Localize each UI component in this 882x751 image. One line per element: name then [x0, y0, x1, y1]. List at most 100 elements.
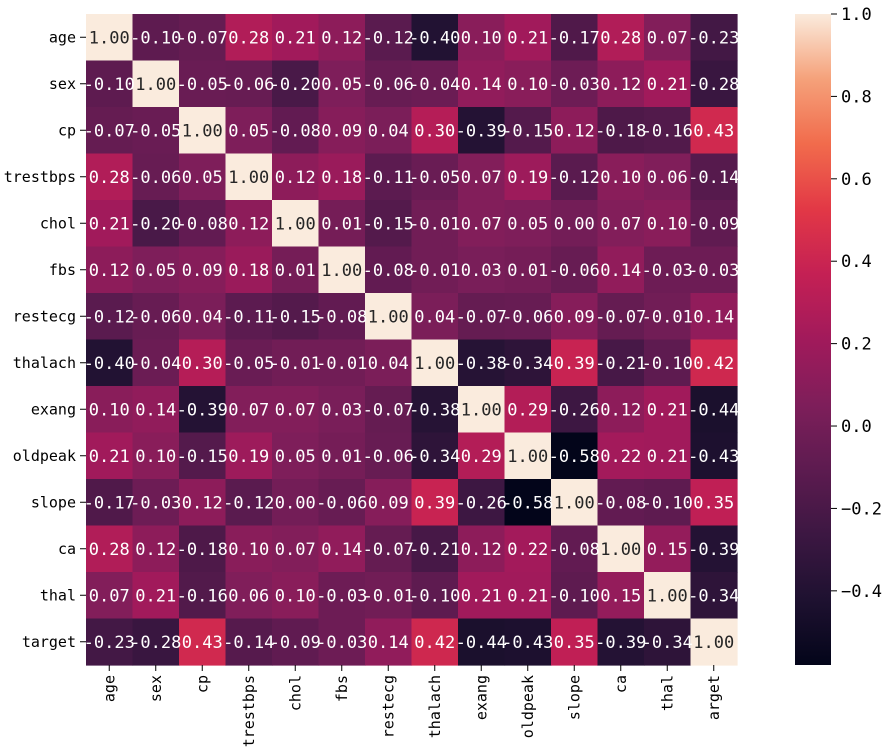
- heatmap-cell: [504, 386, 552, 434]
- cell-value-label: -0.39: [688, 540, 739, 560]
- heatmap-cell: [86, 60, 134, 108]
- heatmap-cell: [179, 386, 227, 434]
- cell-value-label: -0.08: [363, 261, 414, 281]
- heatmap-cell: [690, 153, 738, 201]
- cell-value-label: -0.06: [363, 447, 414, 467]
- heatmap-cell: [597, 293, 645, 341]
- heatmap-cell: [86, 14, 134, 62]
- cell-value-label: -0.17: [549, 28, 600, 48]
- cell-value-label: 0.12: [135, 540, 176, 560]
- cell-value-label: 0.06: [647, 168, 688, 188]
- heatmap-cell: [365, 153, 413, 201]
- heatmap-cell: [225, 572, 273, 620]
- heatmap-cell: [504, 200, 552, 248]
- heatmap-cell: [411, 153, 459, 201]
- y-tick-label: trestbps: [4, 168, 76, 186]
- heatmap-cell: [411, 618, 459, 666]
- cell-value-label: -0.15: [270, 307, 321, 327]
- heatmap-cell: [597, 153, 645, 201]
- cell-value-label: 0.12: [182, 493, 223, 513]
- heatmap-cell: [225, 386, 273, 434]
- cell-value-label: 0.18: [321, 168, 362, 188]
- heatmap-cell: [551, 60, 599, 108]
- cell-value-label: 0.05: [321, 75, 362, 95]
- cell-value-label: 0.35: [693, 493, 734, 513]
- cell-value-label: 0.42: [414, 633, 455, 653]
- heatmap-cell: [458, 618, 506, 666]
- heatmap-cell: [690, 386, 738, 434]
- heatmap-cell: [132, 60, 180, 108]
- heatmap-cell: [179, 339, 227, 387]
- y-tick-label: restecg: [13, 307, 76, 325]
- cell-value-label: 0.04: [414, 307, 455, 327]
- cell-value-label: 0.21: [507, 28, 548, 48]
- heatmap-cell: [365, 107, 413, 155]
- heatmap-cell: [690, 200, 738, 248]
- heatmap-cell: [318, 60, 366, 108]
- cell-value-label: -0.08: [595, 493, 646, 513]
- heatmap-cell: [318, 200, 366, 248]
- cell-value-label: -0.39: [456, 121, 507, 141]
- heatmap-cell: [272, 107, 320, 155]
- cell-value-label: -0.43: [502, 633, 553, 653]
- heatmap-cell: [551, 618, 599, 666]
- heatmap-cell: [272, 60, 320, 108]
- cell-value-label: 0.12: [321, 28, 362, 48]
- heatmap-cell: [597, 525, 645, 573]
- heatmap-cell: [86, 618, 134, 666]
- cell-value-label: 0.28: [89, 168, 130, 188]
- cell-value-label: -0.11: [223, 307, 274, 327]
- heatmap-cell: [272, 572, 320, 620]
- cell-value-label: -0.14: [688, 168, 739, 188]
- x-tick-label: exang: [472, 675, 490, 720]
- cell-value-label: 0.14: [461, 75, 502, 95]
- heatmap-cell: [86, 200, 134, 248]
- cell-value-label: -0.03: [316, 633, 367, 653]
- cell-value-label: -0.34: [642, 633, 693, 653]
- cell-value-label: 1.00: [89, 28, 130, 48]
- heatmap-cell: [132, 153, 180, 201]
- cell-value-label: 0.15: [600, 586, 641, 606]
- heatmap-cell: [272, 432, 320, 480]
- cell-value-label: -0.21: [595, 354, 646, 374]
- cell-value-label: 1.00: [507, 447, 548, 467]
- heatmap-cell: [551, 153, 599, 201]
- cell-value-label: 0.21: [647, 75, 688, 95]
- cell-value-label: 0.21: [135, 586, 176, 606]
- heatmap-cell: [458, 339, 506, 387]
- heatmap-cell: [411, 386, 459, 434]
- cell-value-label: 0.14: [135, 400, 176, 420]
- heatmap-cell: [365, 432, 413, 480]
- heatmap-cell-labels: 1.00 -0.10-0.07 0.28 0.21 0.12 -0.12-0.40 0.10…: [84, 28, 740, 653]
- cell-value-label: 0.14: [321, 540, 362, 560]
- heatmap-cell: [179, 525, 227, 573]
- cell-value-label: 0.12: [600, 75, 641, 95]
- heatmap-cell: [690, 572, 738, 620]
- cell-value-label: -0.06: [502, 307, 553, 327]
- heatmap-cell: [86, 386, 134, 434]
- y-axis: age sex cp trestbps chol fbs restecg thalach exa…: [4, 28, 86, 651]
- heatmap-cell: [644, 525, 692, 573]
- heatmap-cell: [365, 572, 413, 620]
- cell-value-label: 0.10: [600, 168, 641, 188]
- x-tick-label: oldpeak: [519, 675, 537, 738]
- heatmap-cell: [179, 246, 227, 294]
- cell-value-label: -0.01: [409, 214, 460, 234]
- cell-value-label: 0.01: [507, 261, 548, 281]
- heatmap-cell: [458, 572, 506, 620]
- heatmap-cell: [132, 293, 180, 341]
- cell-value-label: 1.00: [461, 400, 502, 420]
- cell-value-label: -0.34: [409, 447, 460, 467]
- cell-value-label: 1.00: [275, 214, 316, 234]
- y-tick-label: sex: [49, 75, 76, 93]
- heatmap-cell: [225, 60, 273, 108]
- heatmap-cell: [551, 572, 599, 620]
- cell-value-label: -0.06: [130, 307, 181, 327]
- cell-value-label: -0.34: [502, 354, 553, 374]
- cell-value-label: -0.05: [223, 354, 274, 374]
- heatmap-cell: [690, 107, 738, 155]
- heatmap-cell: [225, 618, 273, 666]
- heatmap-cell: [690, 479, 738, 527]
- cell-value-label: 0.12: [228, 214, 269, 234]
